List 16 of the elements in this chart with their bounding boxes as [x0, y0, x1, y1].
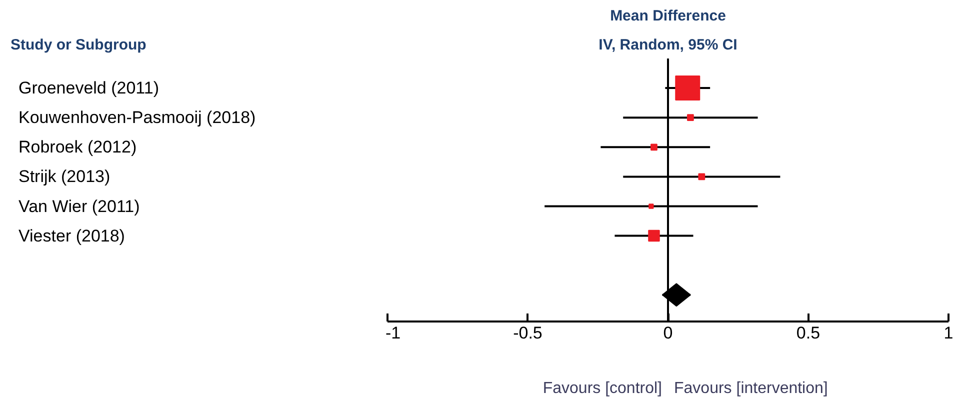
x-tick-label: 0.5: [796, 324, 820, 342]
y-tick-label: Groeneveld (2011): [18, 78, 159, 98]
text: Favours [intervention]: [674, 380, 828, 397]
text: Favours [control]: [542, 380, 662, 397]
y-tick-label: Viester (2018): [18, 226, 125, 246]
y-tick-label: Kouwenhoven-Pasmooij (2018): [18, 108, 256, 128]
x-tick-label: -0.5: [513, 324, 542, 342]
x-tick-label: 1: [944, 324, 954, 342]
x-tick-label: 0: [663, 324, 673, 342]
text: Study or Subgroup: [10, 36, 146, 54]
x-tick-label: -1: [386, 324, 401, 342]
chart-subtitle: IV, Random, 95% CI: [598, 36, 738, 54]
y-tick-label: Van Wier (2011): [18, 196, 140, 216]
y-tick-label: Robroek (2012): [18, 138, 137, 157]
chart-title: Mean Difference: [610, 8, 726, 24]
y-tick-label: Strijk (2013): [18, 167, 110, 186]
